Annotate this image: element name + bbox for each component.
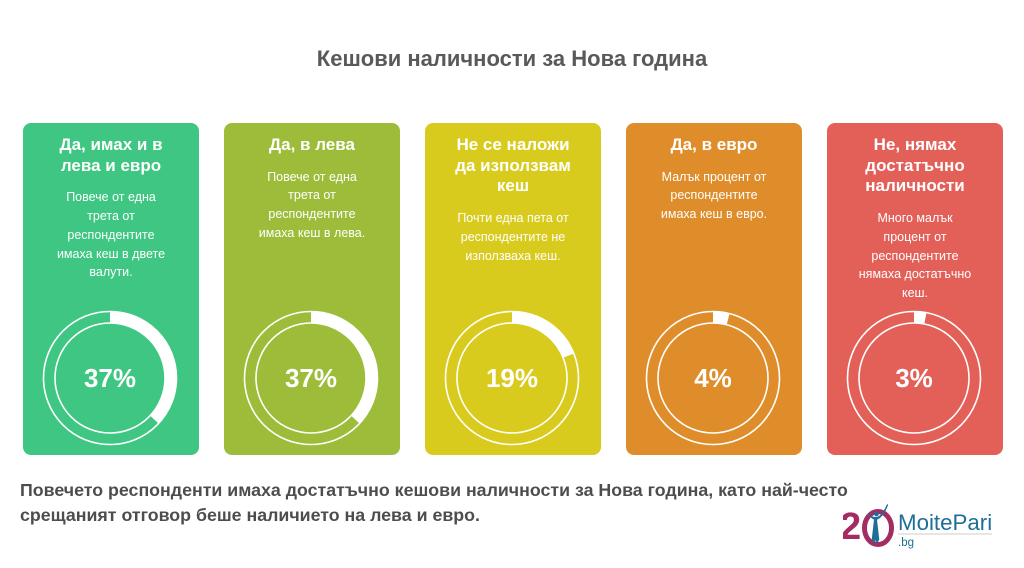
svg-text:2: 2 (843, 506, 861, 548)
svg-text:.bg: .bg (898, 537, 914, 549)
svg-text:MoitePari: MoitePari (898, 510, 992, 535)
